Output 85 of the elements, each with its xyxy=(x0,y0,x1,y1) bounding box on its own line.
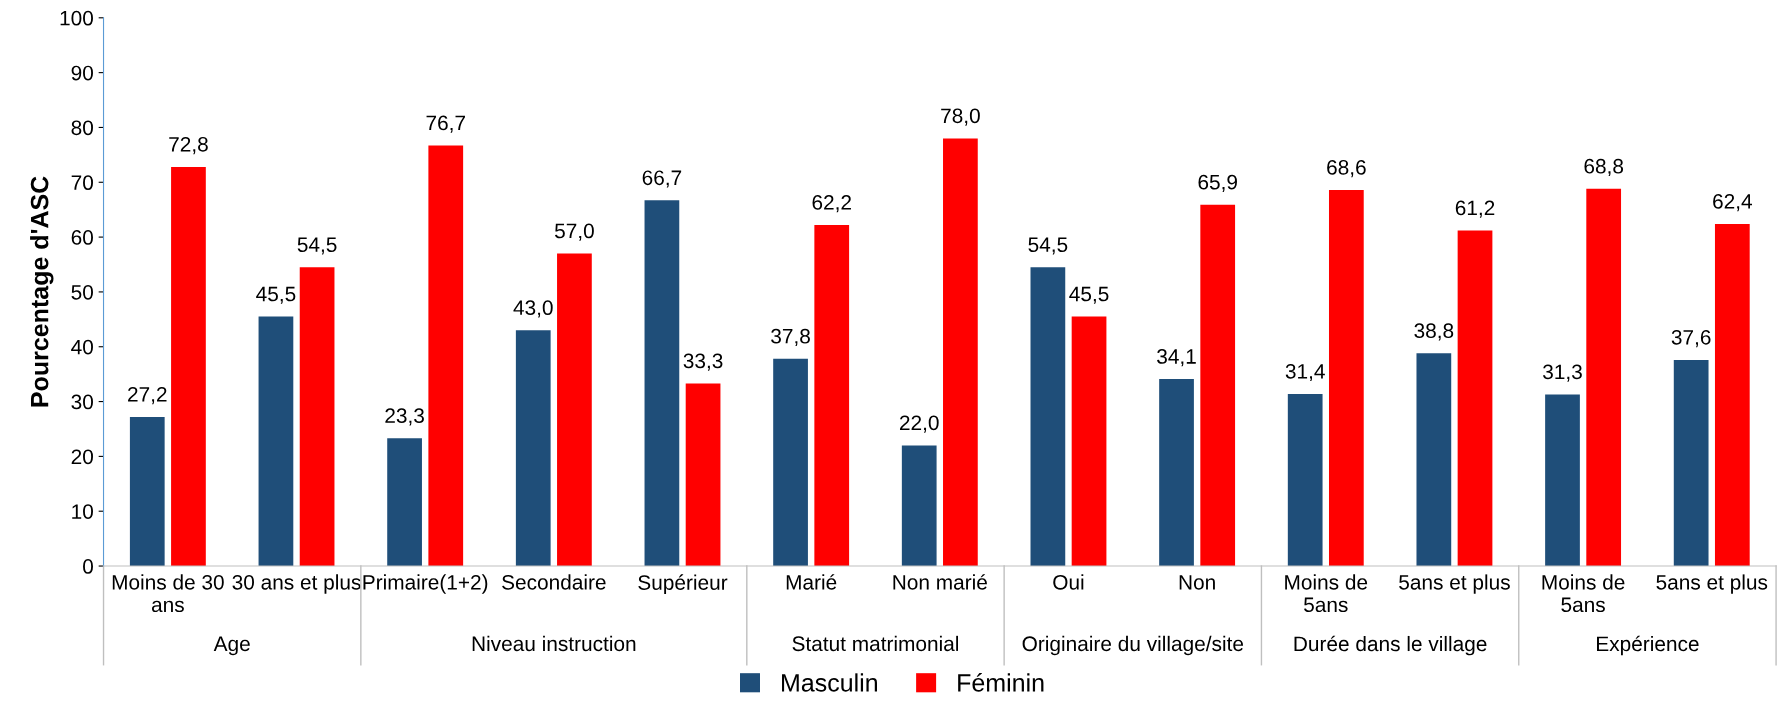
bar xyxy=(1200,204,1236,567)
data-label: 54,5 xyxy=(297,237,337,255)
bar xyxy=(685,383,721,567)
data-label: 62,4 xyxy=(1713,193,1752,212)
data-label: 38,8 xyxy=(1414,323,1454,341)
data-label: 57,0 xyxy=(554,223,594,241)
bar xyxy=(1159,379,1194,567)
data-label: 22,0 xyxy=(899,415,939,433)
y-tick-label: 50 xyxy=(71,284,93,300)
bar xyxy=(773,358,808,567)
bar xyxy=(515,330,551,567)
text: Niveau instruction xyxy=(472,635,636,652)
x-tick-label: Moins de 30 ans xyxy=(112,574,224,613)
x-tick-label: Supérieur xyxy=(638,574,728,595)
bar xyxy=(1416,353,1452,567)
bar xyxy=(901,445,937,567)
x-tick-label: Non xyxy=(1179,575,1215,590)
data-label: 43,0 xyxy=(513,300,553,318)
bar xyxy=(1030,267,1066,567)
data-label: 23,3 xyxy=(385,408,424,426)
text: Expérience xyxy=(1597,635,1699,656)
data-label: 31,3 xyxy=(1543,364,1582,382)
y-tick-label: 60 xyxy=(71,230,93,245)
x-tick-label: Secondaire xyxy=(502,574,606,590)
legend-label: Féminin xyxy=(958,673,1044,692)
data-label: 62,2 xyxy=(812,195,851,213)
data-label: 61,2 xyxy=(1455,200,1495,218)
bar xyxy=(1586,188,1622,567)
bar xyxy=(258,316,294,567)
bar xyxy=(1714,223,1750,567)
data-label: 33,3 xyxy=(683,353,723,371)
bar xyxy=(1071,316,1107,567)
data-label: 37,8 xyxy=(771,328,810,347)
data-label: 66,7 xyxy=(642,170,682,188)
text: Originaire du village/site xyxy=(1022,635,1244,656)
data-label: 65,9 xyxy=(1198,174,1237,192)
x-tick-label: Primaire(1+2) xyxy=(363,574,488,594)
y-tick-label: 30 xyxy=(71,394,93,410)
legend-label: Masculin xyxy=(782,673,877,692)
bar xyxy=(1287,393,1323,567)
text: Statut matrimonial xyxy=(792,635,959,652)
data-label: 45,5 xyxy=(256,286,296,304)
bar xyxy=(1328,189,1364,567)
bar xyxy=(1457,230,1493,567)
data-label: 76,7 xyxy=(426,115,465,133)
data-label: 37,6 xyxy=(1671,329,1711,348)
y-tick-label: 70 xyxy=(71,175,93,191)
bar xyxy=(814,225,850,567)
bar xyxy=(644,200,680,567)
bar xyxy=(1673,359,1709,567)
bar xyxy=(557,253,592,567)
text: Age xyxy=(213,636,250,656)
data-label: 34,1 xyxy=(1157,349,1196,367)
y-tick-label: 20 xyxy=(71,449,93,465)
y-tick-label: 0 xyxy=(83,559,93,574)
data-label: 68,8 xyxy=(1584,158,1624,177)
data-label: 27,2 xyxy=(128,386,167,405)
text: Durée dans le village xyxy=(1294,635,1487,656)
data-label: 72,8 xyxy=(169,136,208,155)
bar xyxy=(428,145,464,567)
x-tick-label: 5ans et plus xyxy=(1399,574,1510,594)
y-tick-label: 90 xyxy=(71,65,93,81)
data-label: 78,0 xyxy=(941,108,980,126)
y-tick-label: 80 xyxy=(71,120,93,136)
x-tick-label: Marié xyxy=(786,574,837,590)
y-tick-label: 10 xyxy=(72,504,93,519)
x-tick-label: Oui xyxy=(1053,574,1084,590)
data-label: 31,4 xyxy=(1285,363,1325,382)
y-tick-label: 100 xyxy=(60,10,93,26)
bar xyxy=(387,438,422,567)
bar xyxy=(943,138,978,567)
data-label: 45,5 xyxy=(1069,286,1109,304)
bar xyxy=(1545,394,1580,567)
data-label: 54,5 xyxy=(1028,237,1068,255)
x-tick-label: Moins de 5ans xyxy=(1285,574,1368,613)
data-label: 68,6 xyxy=(1327,159,1366,178)
x-tick-label: 5ans et plus xyxy=(1656,574,1768,594)
y-tick-label: 40 xyxy=(71,339,93,355)
bar xyxy=(299,267,335,567)
bar xyxy=(171,166,206,567)
x-tick-label: Non marié xyxy=(893,574,987,590)
x-tick-label: 30 ans et plus xyxy=(232,574,361,594)
x-tick-label: Moins de 5ans xyxy=(1542,574,1625,613)
y-axis-title: Pourcentage d'ASC xyxy=(30,176,54,407)
bar xyxy=(129,416,165,567)
